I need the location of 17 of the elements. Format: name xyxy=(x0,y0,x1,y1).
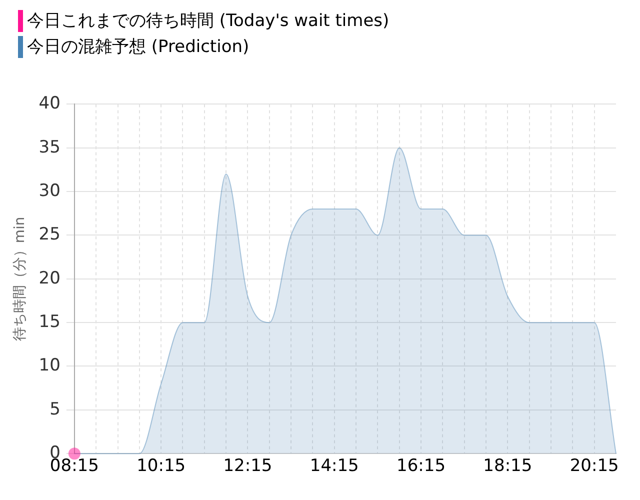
x-tick-label: 12:15 xyxy=(223,456,272,476)
x-tick-label: 10:15 xyxy=(136,456,186,476)
y-tick-label: 15 xyxy=(38,312,60,332)
y-axis-title: 待ち時間（分）min xyxy=(12,216,28,342)
y-tick-label: 25 xyxy=(38,224,60,245)
legend-label: 今日の混雑予想 (Prediction) xyxy=(27,36,250,59)
y-tick-label: 20 xyxy=(38,268,60,288)
x-tick-label: 18:15 xyxy=(483,456,532,476)
x-tick-label: 14:15 xyxy=(310,456,359,476)
y-tick-label: 5 xyxy=(50,399,60,420)
y-tick-label: 40 xyxy=(38,94,60,114)
legend-label: 今日これまでの待ち時間 (Today's wait times) xyxy=(27,10,390,33)
x-tick-label: 16:15 xyxy=(396,456,446,476)
x-tick-label: 20:15 xyxy=(570,456,619,476)
y-tick-label: 35 xyxy=(38,137,60,158)
y-tick-label: 30 xyxy=(38,180,60,201)
y-tick-label: 10 xyxy=(38,356,60,376)
